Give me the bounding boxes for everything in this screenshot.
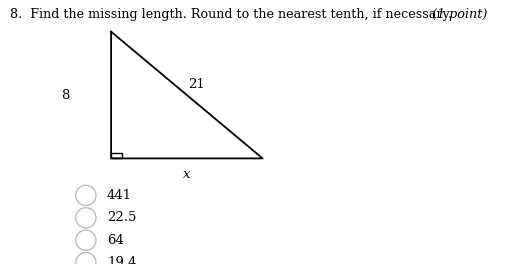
Bar <box>111 153 122 158</box>
Text: x: x <box>183 168 190 181</box>
Text: 21: 21 <box>188 78 206 91</box>
Text: 8.  Find the missing length. Round to the nearest tenth, if necessary.: 8. Find the missing length. Round to the… <box>10 8 460 21</box>
Text: 64: 64 <box>107 234 124 247</box>
Text: 8: 8 <box>62 88 70 102</box>
Text: 22.5: 22.5 <box>107 211 136 224</box>
Text: 441: 441 <box>107 189 132 202</box>
Text: (1 point): (1 point) <box>432 8 487 21</box>
Text: 19.4: 19.4 <box>107 256 136 264</box>
